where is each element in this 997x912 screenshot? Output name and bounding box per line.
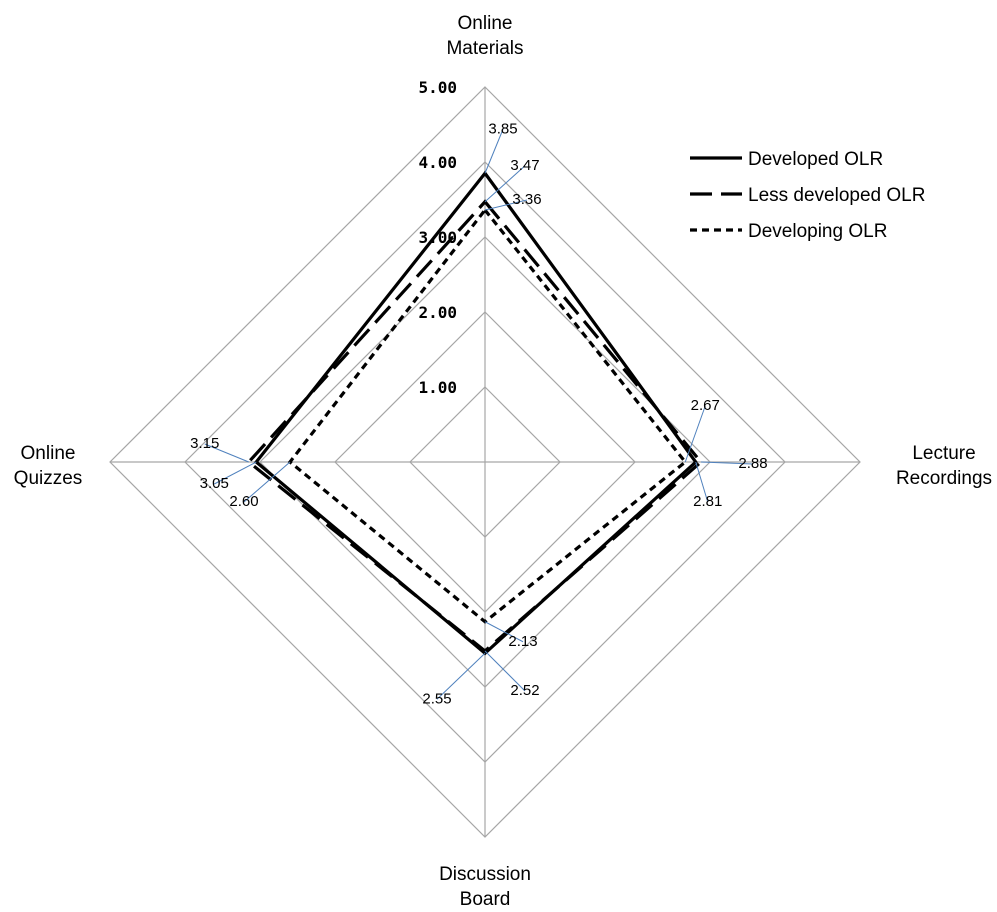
leader-line-s1-4 [214,461,257,485]
data-labels: 3.85 2.81 2.55 3.05 3.47 2.88 2.52 3.15 3.36 2.67… [190,120,767,707]
category-labels: Online Materials Lecture Recordings Discussi… [14,13,992,910]
data-label-leaders [204,129,754,700]
leader-line-s1-3 [436,652,486,700]
legend-label-3: Developing OLR [748,221,887,242]
series-line-2 [246,199,704,654]
tick-label-1: 1.00 [418,378,457,397]
data-label-s2-3: 2.52 [510,682,539,699]
data-label-s1-2: 2.81 [693,493,722,510]
category-label-3-line-2: Board [460,889,511,910]
data-label-s1-1: 3.85 [488,120,517,137]
leader-line-s1-2 [695,461,709,503]
category-label-2-line-1: Lecture [912,443,975,464]
leader-line-s1-1 [484,129,504,174]
legend-label-1: Developed OLR [748,149,883,170]
tick-labels: 1.00 2.00 3.00 4.00 5.00 [418,78,457,397]
tick-label-4: 4.00 [418,153,457,172]
tick-label-5: 5.00 [418,78,457,97]
leader-line-s3-3 [484,621,524,643]
data-label-s2-4: 3.15 [190,435,219,452]
data-label-s3-3: 2.13 [508,633,537,650]
data-label-s3-1: 3.36 [512,191,541,208]
leader-line-s3-2 [684,405,706,463]
leader-line-s3-4 [243,461,291,503]
legend: Developed OLR Less developed OLR Developin… [690,149,925,242]
leader-line-s3-1 [484,199,528,211]
data-label-s3-4: 2.60 [229,493,258,510]
category-label-1-line-2: Materials [446,38,523,59]
data-label-s2-2: 2.88 [738,455,767,472]
tick-label-2: 2.00 [418,303,457,322]
category-label-2-line-2: Recordings [896,468,992,489]
data-label-s2-1: 3.47 [510,157,539,174]
category-label-4-line-2: Quizzes [14,468,83,489]
category-label-3-line-1: Discussion [439,864,531,885]
axis-spokes [110,87,860,837]
series-line-3 [287,207,688,624]
tick-label-3: 3.00 [418,228,457,247]
leader-line-s2-2 [700,461,754,465]
data-label-s1-4: 3.05 [200,475,229,492]
legend-label-2: Less developed OLR [748,185,925,206]
series-lines [246,170,704,656]
leader-line-s2-1 [484,165,526,203]
leader-line-s2-3 [484,650,526,692]
leader-line-s2-4 [204,443,249,463]
data-label-s1-3: 2.55 [422,690,451,707]
data-label-s3-2: 2.67 [691,397,720,414]
category-label-1-line-1: Online [458,13,513,34]
category-label-4-line-1: Online [21,443,76,464]
